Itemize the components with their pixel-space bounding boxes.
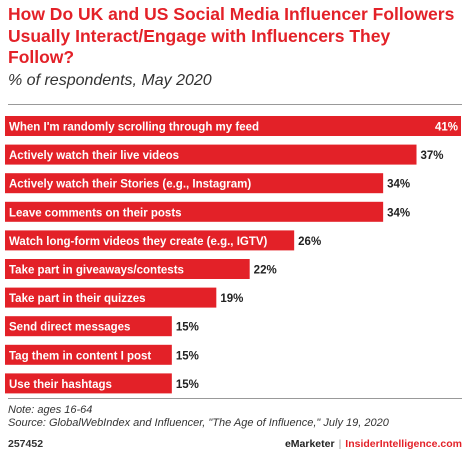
value-label: 41% [435, 122, 458, 134]
bar [5, 316, 172, 337]
value-label: 15% [176, 350, 199, 362]
bar [5, 173, 384, 194]
category-label: When I'm randomly scrolling through my f… [9, 122, 259, 134]
category-label: Send direct messages [9, 322, 130, 334]
chart-id: 257452 [8, 438, 44, 450]
note-text: Note: ages 16-64 [8, 404, 93, 416]
bar-chart: When I'm randomly scrolling through my f… [5, 116, 461, 394]
chart-subtitle: % of respondents, May 2020 [8, 72, 212, 89]
category-label: Watch long-form videos they create (e.g.… [9, 236, 268, 248]
value-label: 26% [298, 236, 321, 248]
value-label: 37% [421, 150, 444, 162]
bar [5, 259, 250, 279]
footnote: Note: ages 16-64 Source: GlobalWebIndex … [8, 404, 462, 430]
value-label: 15% [176, 322, 199, 334]
brand-line: eMarketer | InsiderIntelligence.com [285, 437, 462, 451]
value-label: 34% [387, 207, 410, 219]
bar [5, 116, 461, 136]
source-text: Source: GlobalWebIndex and Influencer, "… [8, 417, 389, 429]
emarketer-logo: eMarketer [284, 438, 335, 450]
category-label: Actively watch their Stories (e.g., Inst… [9, 179, 251, 191]
bar [5, 344, 172, 365]
category-label: Leave comments on their posts [9, 207, 182, 219]
bar [5, 144, 417, 165]
value-label: 19% [220, 293, 243, 305]
brand-separator: | [338, 438, 342, 450]
top-divider [8, 104, 462, 105]
insider-intelligence-link[interactable]: InsiderIntelligence.com [345, 438, 462, 450]
bar [5, 201, 384, 222]
footer: 257452 eMarketer | InsiderIntelligence.com [8, 437, 462, 451]
category-label: Actively watch their live videos [9, 150, 179, 162]
value-label: 34% [387, 179, 410, 191]
bottom-divider [8, 398, 462, 399]
value-label: 15% [176, 379, 199, 391]
chart-title: How Do UK and US Social Media Influencer… [8, 4, 455, 67]
value-label: 22% [254, 265, 277, 277]
category-label: Tag them in content I post [9, 350, 151, 362]
bar [5, 230, 295, 251]
bar [5, 287, 217, 308]
category-label: Take part in giveaways/contests [9, 265, 184, 277]
category-label: Use their hashtags [9, 379, 112, 391]
category-label: Take part in their quizzes [9, 293, 146, 305]
bar [5, 373, 172, 394]
